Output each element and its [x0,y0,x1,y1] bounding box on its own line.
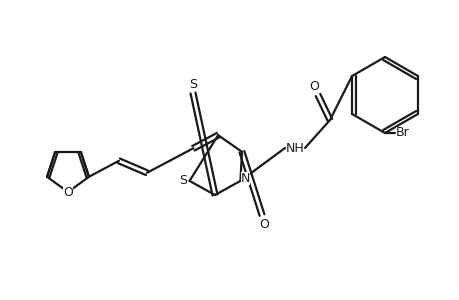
Text: O: O [63,185,73,199]
Text: NH: NH [285,142,304,154]
Text: Br: Br [395,127,409,140]
Text: O: O [308,80,318,92]
Text: N: N [240,172,250,185]
Text: S: S [179,174,187,188]
Text: O: O [258,218,269,232]
Text: S: S [189,77,196,91]
